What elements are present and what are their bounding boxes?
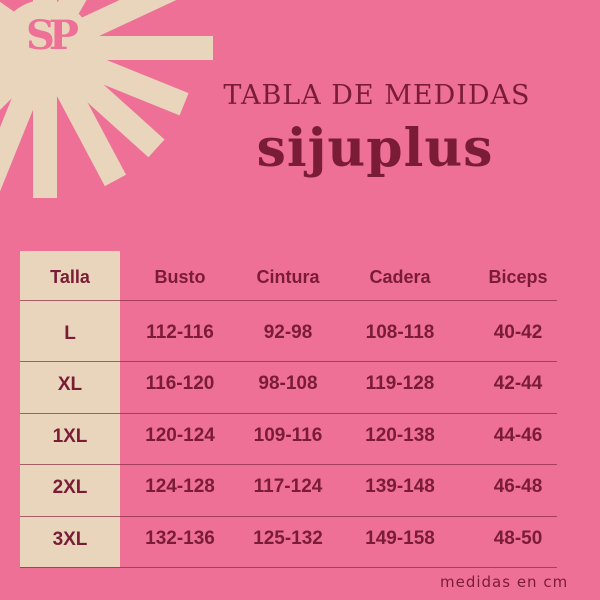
size-label: XL: [57, 374, 83, 395]
row-divider: [20, 413, 557, 414]
sunburst-ray: [0, 43, 57, 192]
row-divider: [20, 361, 557, 362]
sunburst-ray: [40, 36, 189, 116]
column-header: Cintura: [256, 267, 320, 287]
column-header: Cadera: [369, 267, 431, 287]
measurement-cell: 117-124: [253, 476, 323, 497]
measurement-cell: 139-148: [365, 476, 435, 497]
row-divider: [20, 300, 557, 301]
measurement-cell: 40-42: [493, 322, 543, 343]
measurement-cell: 98-108: [258, 373, 318, 394]
row-divider: [20, 464, 557, 465]
sunburst-ray: [34, 0, 131, 54]
sunburst-ray: [0, 0, 52, 58]
measurement-cell: 108-118: [365, 322, 435, 343]
size-label: 3XL: [52, 529, 88, 550]
measurement-cell: 48-50: [493, 528, 543, 549]
row-divider: [20, 516, 557, 517]
measurement-cell: 125-132: [253, 528, 323, 549]
units-note: medidas en cm: [440, 573, 569, 591]
size-label: 2XL: [52, 477, 88, 498]
sunburst-ray: [0, 39, 54, 163]
column-header: Busto: [154, 267, 206, 287]
row-divider: [20, 567, 557, 568]
sunburst-ray: [34, 42, 127, 187]
measurement-cell: 116-120: [145, 373, 215, 394]
sunburst-decoration: [0, 0, 213, 198]
sunburst-ray: [0, 36, 50, 111]
sunburst-ray: [33, 0, 57, 48]
column-header: Biceps: [488, 267, 548, 287]
measurement-cell: 42-44: [493, 373, 543, 394]
size-label: L: [64, 323, 76, 344]
size-label: 1XL: [52, 426, 88, 447]
brand-name: sijuplus: [256, 118, 494, 179]
measurement-cell: 149-158: [365, 528, 435, 549]
measurement-cell: 44-46: [493, 425, 543, 446]
measurement-cell: 109-116: [253, 425, 323, 446]
measurement-cell: 124-128: [145, 476, 215, 497]
sunburst-ray: [0, 10, 48, 60]
measurement-cell: 120-138: [365, 425, 435, 446]
measurement-cell: 119-128: [365, 373, 435, 394]
measurement-cell: 132-136: [145, 528, 215, 549]
page-title: TABLA DE MEDIDAS: [223, 80, 531, 111]
logo: SP: [26, 12, 79, 59]
measurement-cell: 112-116: [146, 322, 214, 343]
column-header: Talla: [50, 267, 90, 287]
measurement-cell: 120-124: [145, 425, 215, 446]
size-column-background: [20, 251, 120, 567]
measurement-cell: 92-98: [263, 322, 313, 343]
measurement-cell: 46-48: [493, 476, 543, 497]
